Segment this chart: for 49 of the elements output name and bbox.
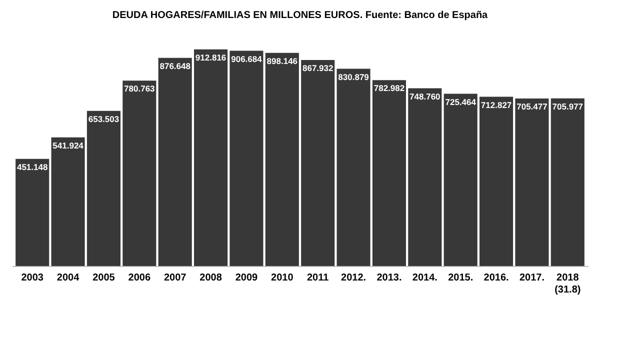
bar: [230, 50, 264, 266]
x-tick-label: 2011: [306, 272, 330, 284]
x-tick-label: 2012.: [341, 272, 366, 284]
data-label: 705.477: [516, 102, 548, 112]
chart-title: DEUDA HOGARES/FAMILIAS EN MILLONES EUROS. Fuente: Banco de España: [112, 10, 488, 21]
bar: [480, 96, 514, 266]
bar: [408, 88, 442, 266]
data-label: 782.982: [374, 83, 405, 94]
x-tick-label: 2006: [128, 272, 151, 284]
data-label: 867.932: [302, 62, 334, 73]
data-label: 876.648: [160, 60, 191, 71]
data-label: 830.879: [338, 72, 370, 82]
x-tick-label: 2016.: [484, 272, 510, 284]
bar: [550, 98, 584, 266]
data-label: 748.760: [410, 91, 441, 102]
bar: [86, 110, 120, 266]
data-label: 712.827: [480, 100, 512, 110]
x-tick-label: 2007: [164, 272, 187, 284]
x-tick-label: 2014.: [412, 272, 438, 284]
data-label: 780.763: [124, 84, 156, 94]
x-tick-label: 2013.: [376, 272, 402, 284]
x-tick-label: 2005: [92, 272, 116, 284]
bar: [265, 52, 299, 266]
bar: [444, 94, 478, 266]
x-tick-label: 2009: [235, 272, 258, 284]
x-tick-label: 2004: [56, 272, 80, 284]
bar: [158, 58, 192, 266]
data-label: 451.148: [16, 162, 48, 172]
x-tick-label: 2008: [200, 272, 222, 284]
bar: [336, 68, 370, 266]
bar: [51, 137, 85, 266]
data-label: 653.503: [88, 114, 120, 124]
data-label: 725.464: [445, 96, 476, 107]
bar: [515, 98, 549, 266]
data-label: 912.816: [195, 52, 226, 62]
bar: [301, 60, 335, 266]
x-tick-label: 2015.: [448, 272, 474, 284]
bar: [16, 158, 50, 266]
data-label: 705.977: [552, 101, 584, 112]
x-tick-label: 2018 (31.8): [554, 272, 581, 296]
bar: [122, 80, 156, 266]
bar: [194, 49, 228, 266]
data-label: 898.146: [266, 56, 298, 66]
data-label: 541.924: [52, 140, 84, 150]
bar: [372, 80, 406, 266]
x-tick-label: 2017.: [519, 272, 545, 284]
x-tick-label: 2010: [271, 272, 294, 284]
data-label: 906.684: [231, 54, 262, 64]
x-tick-label: 2003: [21, 272, 44, 284]
